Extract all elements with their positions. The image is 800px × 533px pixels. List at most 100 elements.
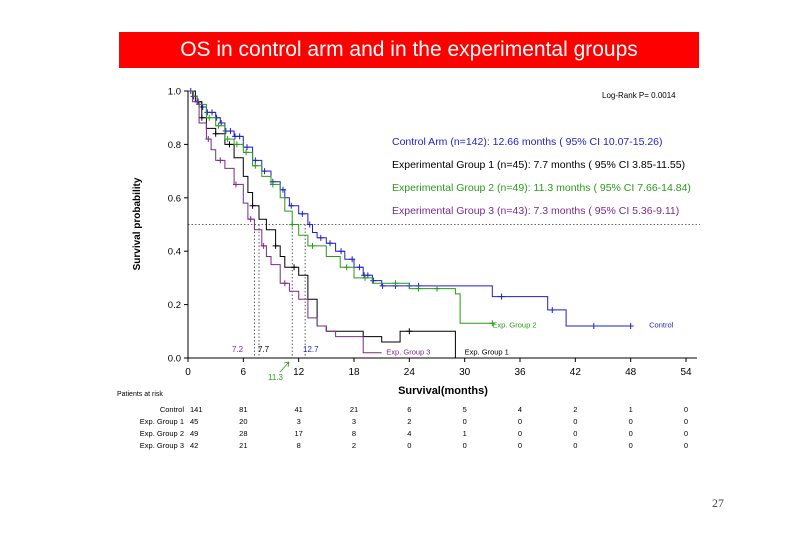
labels-layer: Log-Rank P= 0.0014 Control Arm (n=142): 1… bbox=[232, 91, 691, 382]
censor-mark bbox=[212, 130, 219, 137]
risk-cell: 2 bbox=[573, 405, 577, 414]
risk-cell: 8 bbox=[297, 441, 301, 450]
censor-mark bbox=[227, 128, 234, 135]
y-tick-label: 0.4 bbox=[168, 247, 181, 258]
risk-cell: 8 bbox=[352, 429, 356, 438]
censor-mark bbox=[194, 98, 201, 105]
risk-cell: 0 bbox=[684, 429, 688, 438]
censor-mark bbox=[247, 216, 254, 223]
risk-cell: 0 bbox=[629, 429, 633, 438]
censor-mark bbox=[299, 210, 306, 217]
median-label: 7.7 bbox=[258, 345, 270, 354]
risk-cell: 0 bbox=[684, 405, 688, 414]
risk-row-label: Exp. Group 2 bbox=[140, 429, 184, 438]
median-label: 12.7 bbox=[303, 345, 319, 354]
censor-mark bbox=[199, 104, 206, 111]
censor-mark bbox=[291, 264, 298, 271]
risk-cell: 81 bbox=[239, 405, 247, 414]
title-banner: OS in control arm and in the experimenta… bbox=[119, 32, 699, 68]
censor-mark bbox=[217, 157, 224, 164]
risk-cell: 0 bbox=[518, 429, 522, 438]
censor-mark bbox=[627, 322, 634, 329]
risk-cell: 3 bbox=[352, 417, 356, 426]
censor-mark bbox=[434, 285, 440, 292]
series-end-label: Control bbox=[649, 321, 674, 330]
censor-mark bbox=[338, 248, 345, 255]
censor-mark bbox=[362, 274, 369, 281]
risk-cell: 3 bbox=[297, 417, 301, 426]
median-label: 11.3 bbox=[268, 373, 284, 382]
censor-mark bbox=[205, 136, 212, 143]
risk-cell: 0 bbox=[407, 441, 411, 450]
censor-mark bbox=[349, 256, 356, 263]
censor-mark bbox=[288, 202, 295, 209]
risk-cell: 0 bbox=[684, 417, 688, 426]
risk-cell: 141 bbox=[190, 405, 203, 414]
censor-mark bbox=[498, 293, 505, 300]
censor-mark bbox=[206, 114, 213, 121]
risk-cell: 21 bbox=[350, 405, 358, 414]
risk-cell: 2 bbox=[352, 441, 356, 450]
x-axis-label: Survival(months) bbox=[398, 385, 488, 397]
risk-cell: 49 bbox=[190, 429, 198, 438]
censor-mark bbox=[243, 149, 250, 156]
censor-mark bbox=[590, 322, 597, 329]
censor-mark bbox=[392, 280, 399, 287]
median-label: 7.2 bbox=[232, 345, 244, 354]
x-tick-label: 6 bbox=[241, 367, 247, 378]
x-tick-label: 42 bbox=[570, 367, 582, 378]
log-rank-text: Log-Rank P= 0.0014 bbox=[602, 91, 676, 100]
risk-cell: 0 bbox=[573, 429, 577, 438]
censor-mark bbox=[252, 157, 259, 164]
risk-cell: 0 bbox=[573, 417, 577, 426]
risk-cell: 1 bbox=[629, 405, 633, 414]
censor-mark bbox=[261, 168, 268, 175]
axes-layer: 0.0 0.2 0.4 0.6 0.8 1.0 0 6 12 18 24 30 36 42 48 54 Surv… bbox=[132, 87, 697, 397]
risk-cell: 0 bbox=[463, 441, 467, 450]
y-tick-label: 1.0 bbox=[168, 87, 181, 98]
risk-table-header: Patients at risk bbox=[117, 391, 163, 398]
risk-cell: 0 bbox=[463, 417, 467, 426]
risk-cell: 0 bbox=[518, 417, 522, 426]
risk-cell: 28 bbox=[239, 429, 247, 438]
x-tick-label: 36 bbox=[514, 367, 526, 378]
censor-mark bbox=[215, 122, 222, 129]
risk-cell: 17 bbox=[294, 429, 302, 438]
censor-mark bbox=[232, 181, 239, 188]
risk-cell: 4 bbox=[407, 429, 411, 438]
censor-mark bbox=[269, 181, 276, 188]
x-tick-label: 0 bbox=[185, 367, 191, 378]
risk-cell: 2 bbox=[407, 417, 411, 426]
series-layer bbox=[187, 88, 634, 359]
series-end-label: Exp. Group 3 bbox=[386, 347, 430, 356]
y-tick-label: 0.2 bbox=[168, 300, 181, 311]
censor-mark bbox=[309, 242, 316, 249]
slide-title: OS in control arm and in the experimenta… bbox=[180, 38, 638, 61]
censor-mark bbox=[218, 120, 225, 127]
censor-mark bbox=[198, 114, 205, 121]
risk-cell: 41 bbox=[294, 405, 302, 414]
censor-mark bbox=[406, 328, 413, 335]
risk-cell: 0 bbox=[684, 441, 688, 450]
y-tick-label: 0.6 bbox=[168, 193, 181, 204]
censor-mark bbox=[370, 277, 377, 284]
censor-mark bbox=[364, 272, 371, 279]
censor-mark bbox=[226, 141, 233, 148]
risk-row-label: Exp. Group 3 bbox=[140, 441, 184, 450]
series-line bbox=[188, 90, 493, 324]
censor-mark bbox=[489, 320, 496, 327]
censor-mark bbox=[343, 264, 350, 271]
risk-cell: 5 bbox=[463, 405, 467, 414]
censor-mark bbox=[281, 280, 288, 287]
x-tick-label: 48 bbox=[625, 367, 637, 378]
x-tick-label: 54 bbox=[680, 367, 692, 378]
censor-mark bbox=[415, 285, 422, 292]
risk-row-label: Exp. Group 1 bbox=[140, 417, 184, 426]
risk-cell: 6 bbox=[407, 405, 411, 414]
risk-cell: 1 bbox=[463, 429, 467, 438]
censor-mark bbox=[549, 306, 556, 313]
censor-mark bbox=[236, 133, 243, 140]
risk-cell: 45 bbox=[190, 417, 198, 426]
censor-mark bbox=[327, 240, 334, 247]
